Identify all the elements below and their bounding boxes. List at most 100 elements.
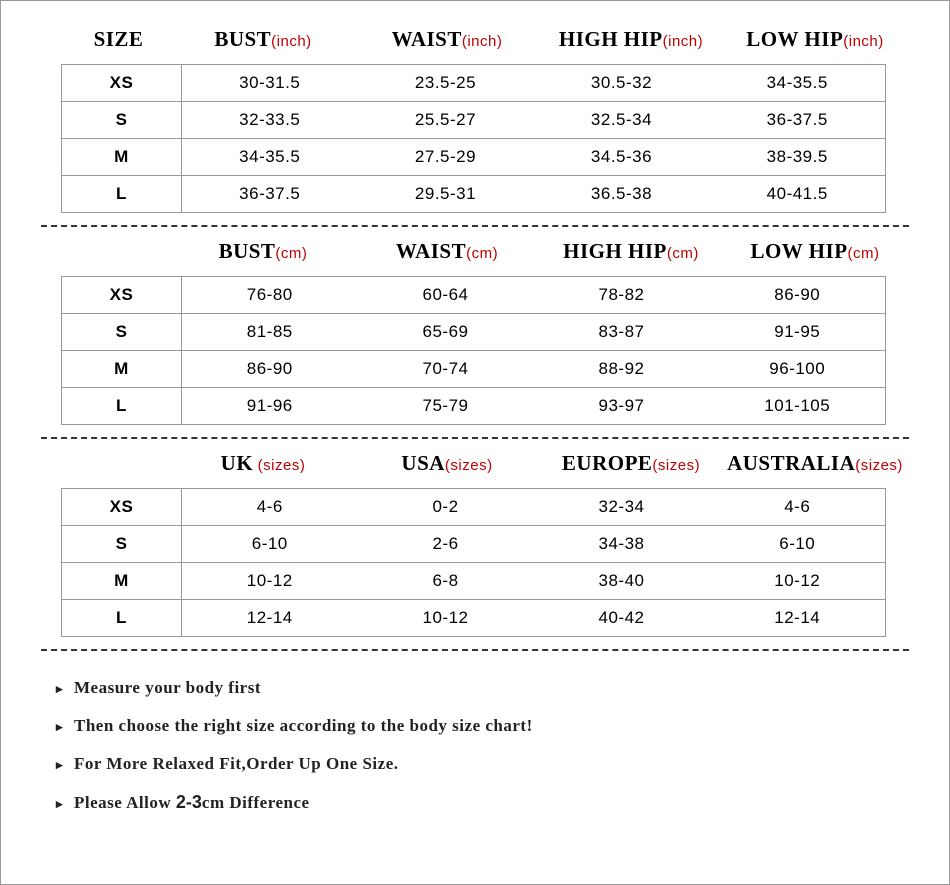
size-label: L xyxy=(62,600,182,637)
data-cell: 6-8 xyxy=(358,563,534,600)
data-cell: 29.5-31 xyxy=(358,176,534,213)
size-header-label: SIZE xyxy=(41,27,171,52)
size-chart-frame: SIZE BUST(inch) WAIST(inch) HIGH HIP(inc… xyxy=(0,0,950,885)
data-cell: 78-82 xyxy=(534,277,710,314)
data-cell: 60-64 xyxy=(358,277,534,314)
notes-block: ▸Measure your body first ▸Then choose th… xyxy=(41,659,909,822)
data-cell: 34.5-36 xyxy=(534,139,710,176)
separator xyxy=(41,225,909,227)
data-cell: 38-39.5 xyxy=(710,139,886,176)
data-cell: 30-31.5 xyxy=(182,65,358,102)
data-cell: 6-10 xyxy=(182,526,358,563)
data-cell: 91-95 xyxy=(710,314,886,351)
data-cell: 30.5-32 xyxy=(534,65,710,102)
data-cell: 38-40 xyxy=(534,563,710,600)
data-cell: 12-14 xyxy=(182,600,358,637)
data-cell: 27.5-29 xyxy=(358,139,534,176)
note-line: ▸Measure your body first xyxy=(56,669,894,707)
data-cell: 40-41.5 xyxy=(710,176,886,213)
separator xyxy=(41,437,909,439)
table-row: L36-37.529.5-3136.5-3840-41.5 xyxy=(62,176,886,213)
table-row: L91-9675-7993-97101-105 xyxy=(62,388,886,425)
size-label: M xyxy=(62,351,182,388)
data-cell: 2-6 xyxy=(358,526,534,563)
data-cell: 75-79 xyxy=(358,388,534,425)
note-line: ▸Please Allow 2-3cm Difference xyxy=(56,783,894,822)
bullet-icon: ▸ xyxy=(56,719,74,735)
table-row: XS76-8060-6478-8286-90 xyxy=(62,277,886,314)
data-cell: 76-80 xyxy=(182,277,358,314)
section-intl: UK (sizes) USA(sizes) EUROPE(sizes) AUST… xyxy=(41,447,909,637)
data-cell: 10-12 xyxy=(358,600,534,637)
data-cell: 34-35.5 xyxy=(182,139,358,176)
bullet-icon: ▸ xyxy=(56,681,74,697)
col-header-lowhip-cm: LOW HIP(cm) xyxy=(723,239,907,264)
note-line: ▸For More Relaxed Fit,Order Up One Size. xyxy=(56,745,894,783)
data-cell: 4-6 xyxy=(710,489,886,526)
table-row: M10-126-838-4010-12 xyxy=(62,563,886,600)
note-text: Please Allow 2-3cm Difference xyxy=(74,793,310,812)
col-header-bust-cm: BUST(cm) xyxy=(171,239,355,264)
data-cell: 101-105 xyxy=(710,388,886,425)
bullet-icon: ▸ xyxy=(56,757,74,773)
size-label: M xyxy=(62,139,182,176)
header-row-intl: UK (sizes) USA(sizes) EUROPE(sizes) AUST… xyxy=(41,447,909,488)
data-cell: 34-35.5 xyxy=(710,65,886,102)
note-text: For More Relaxed Fit,Order Up One Size. xyxy=(74,754,399,773)
data-cell: 86-90 xyxy=(182,351,358,388)
table-intl: XS4-60-232-344-6 S6-102-634-386-10 M10-1… xyxy=(61,488,886,637)
table-row: S32-33.525.5-2732.5-3436-37.5 xyxy=(62,102,886,139)
size-label: S xyxy=(62,526,182,563)
data-cell: 4-6 xyxy=(182,489,358,526)
data-cell: 36-37.5 xyxy=(710,102,886,139)
bullet-icon: ▸ xyxy=(56,796,74,812)
col-header-bust-inch: BUST(inch) xyxy=(171,27,355,52)
data-cell: 91-96 xyxy=(182,388,358,425)
header-row-cm: BUST(cm) WAIST(cm) HIGH HIP(cm) LOW HIP(… xyxy=(41,235,909,276)
note-text: Then choose the right size according to … xyxy=(74,716,533,735)
size-label: L xyxy=(62,176,182,213)
data-cell: 32-33.5 xyxy=(182,102,358,139)
col-header-europe: EUROPE(sizes) xyxy=(539,451,723,476)
table-row: L12-1410-1240-4212-14 xyxy=(62,600,886,637)
data-cell: 40-42 xyxy=(534,600,710,637)
table-row: XS4-60-232-344-6 xyxy=(62,489,886,526)
col-header-highhip-inch: HIGH HIP(inch) xyxy=(539,27,723,52)
header-row-inch: SIZE BUST(inch) WAIST(inch) HIGH HIP(inc… xyxy=(41,23,909,64)
size-label: L xyxy=(62,388,182,425)
table-cm: XS76-8060-6478-8286-90 S81-8565-6983-879… xyxy=(61,276,886,425)
separator xyxy=(41,649,909,651)
size-label: XS xyxy=(62,65,182,102)
data-cell: 36.5-38 xyxy=(534,176,710,213)
data-cell: 10-12 xyxy=(182,563,358,600)
data-cell: 88-92 xyxy=(534,351,710,388)
size-header-blank xyxy=(41,451,171,476)
section-cm: BUST(cm) WAIST(cm) HIGH HIP(cm) LOW HIP(… xyxy=(41,235,909,425)
data-cell: 10-12 xyxy=(710,563,886,600)
data-cell: 65-69 xyxy=(358,314,534,351)
col-header-usa: USA(sizes) xyxy=(355,451,539,476)
data-cell: 96-100 xyxy=(710,351,886,388)
data-cell: 34-38 xyxy=(534,526,710,563)
table-inch: XS30-31.523.5-2530.5-3234-35.5 S32-33.52… xyxy=(61,64,886,213)
col-header-waist-cm: WAIST(cm) xyxy=(355,239,539,264)
data-cell: 70-74 xyxy=(358,351,534,388)
data-cell: 6-10 xyxy=(710,526,886,563)
data-cell: 23.5-25 xyxy=(358,65,534,102)
data-cell: 25.5-27 xyxy=(358,102,534,139)
data-cell: 12-14 xyxy=(710,600,886,637)
size-header-blank xyxy=(41,239,171,264)
data-cell: 32.5-34 xyxy=(534,102,710,139)
note-text: Measure your body first xyxy=(74,678,261,697)
size-label: M xyxy=(62,563,182,600)
data-cell: 93-97 xyxy=(534,388,710,425)
table-row: S6-102-634-386-10 xyxy=(62,526,886,563)
data-cell: 0-2 xyxy=(358,489,534,526)
col-header-highhip-cm: HIGH HIP(cm) xyxy=(539,239,723,264)
size-label: XS xyxy=(62,277,182,314)
col-header-waist-inch: WAIST(inch) xyxy=(355,27,539,52)
table-row: M86-9070-7488-9296-100 xyxy=(62,351,886,388)
table-row: M34-35.527.5-2934.5-3638-39.5 xyxy=(62,139,886,176)
size-label: XS xyxy=(62,489,182,526)
table-row: S81-8565-6983-8791-95 xyxy=(62,314,886,351)
